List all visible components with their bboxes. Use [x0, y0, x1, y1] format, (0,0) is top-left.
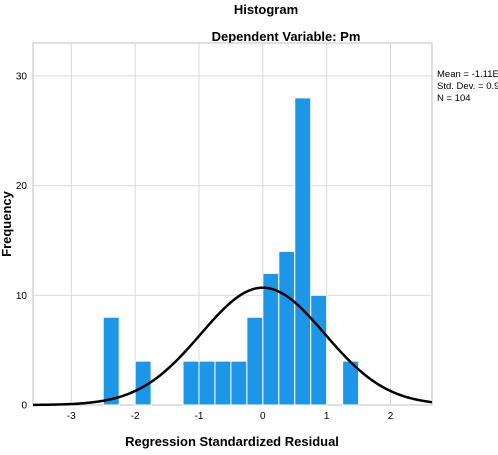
- plot-frame: [32, 42, 433, 406]
- x-tick-label: 2: [388, 411, 394, 422]
- stats-mean: Mean = -1.11E-16: [437, 69, 498, 80]
- histogram-bar: [278, 250, 296, 406]
- y-axis-ticks: 0 10 20 30: [16, 71, 28, 411]
- x-axis-ticks: -3 -2 -1 0 1 2: [67, 411, 394, 422]
- histogram-bar: [182, 360, 200, 406]
- histogram-bar: [246, 316, 264, 406]
- stats-sd: Std. Dev. = 0.970: [437, 81, 498, 92]
- chart-subtitle: Dependent Variable: Pm: [212, 29, 361, 44]
- y-tick-label: 20: [16, 181, 28, 192]
- x-axis-label: Regression Standardized Residual: [125, 434, 339, 449]
- x-tick-label: -2: [131, 411, 140, 422]
- normal-curve: [32, 286, 433, 407]
- x-tick-label: 0: [260, 411, 266, 422]
- histogram-bar: [294, 97, 312, 406]
- stats-n: N = 104: [437, 93, 471, 104]
- histogram-bar: [310, 294, 328, 406]
- histogram-bar: [214, 360, 232, 406]
- y-tick-label: 30: [16, 71, 28, 82]
- histogram-bar: [102, 316, 120, 406]
- y-tick-label: 0: [21, 401, 27, 412]
- y-tick-label: 10: [16, 291, 28, 302]
- histogram-bar: [230, 360, 248, 406]
- gridlines: [33, 43, 432, 405]
- x-tick-label: 1: [324, 411, 330, 422]
- bars-group: [102, 97, 360, 406]
- histogram-bar: [198, 360, 216, 406]
- chart-title: Histogram: [234, 2, 298, 17]
- histogram-bar: [262, 272, 280, 406]
- y-axis-label: Frequency: [0, 190, 14, 257]
- x-tick-label: -1: [195, 411, 204, 422]
- x-tick-label: -3: [67, 411, 76, 422]
